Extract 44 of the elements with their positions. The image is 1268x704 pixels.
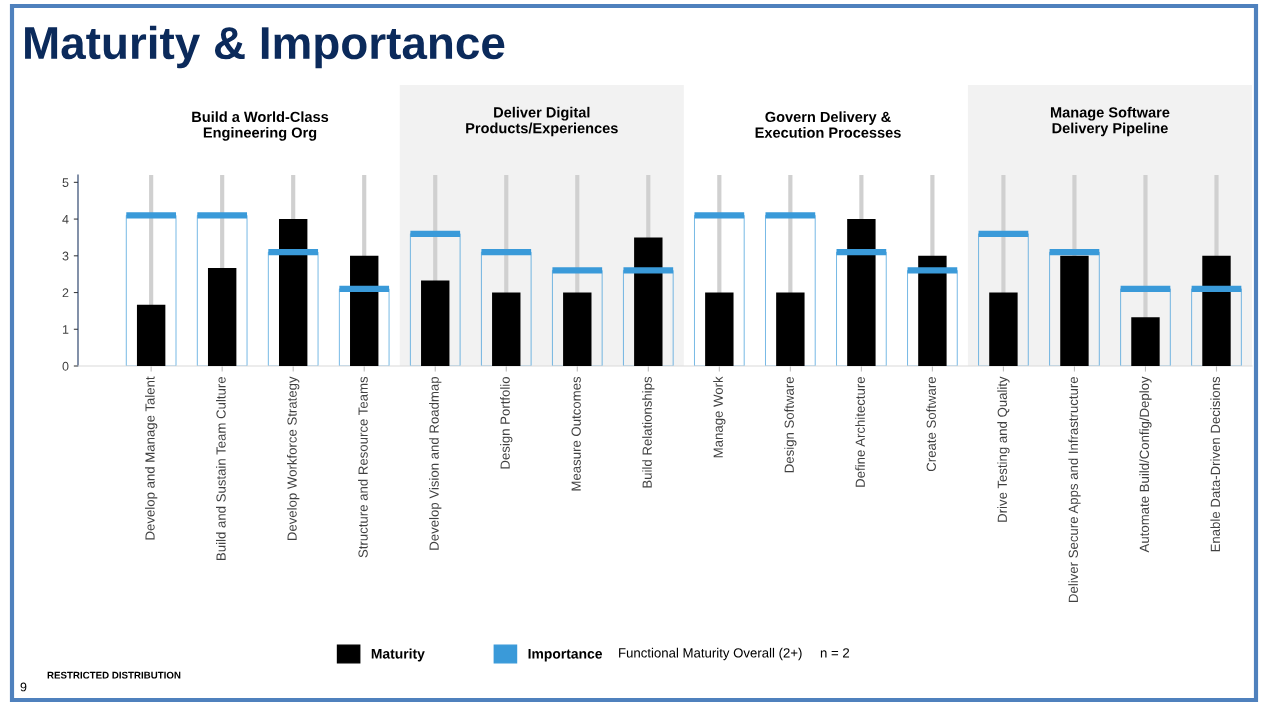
x-tick-label: Structure and Resource Teams [358,376,368,558]
x-tick-label: Design Portfolio [500,376,513,469]
text: RESTRICTED DISTRIBUTION [47,671,181,679]
text: Functional Maturity Overall (2+) [619,647,802,661]
bar [776,292,805,366]
bar [1131,317,1160,366]
y-tick-label: 0 [62,361,69,371]
bar [481,251,532,366]
x-tick-label: Automate Build/Config/Deploy [1139,376,1152,553]
y-tick-label: 2 [62,288,69,298]
x-tick-label: Develop and Manage Talent [145,376,158,540]
x-tick-label: Build Relationships [642,376,655,488]
x-tick-label: Build and Sustain Team Culture [216,376,226,560]
y-tick-label: 5 [62,178,69,187]
legend-label: Maturity [371,648,425,662]
x-tick-label: Measure Outcomes [571,376,581,491]
bar [136,304,166,366]
text: Govern Delivery & Execution Processes [755,111,901,138]
text: 9 [20,682,27,692]
x-tick-label: Design Software [784,377,797,473]
y-tick-label: 3 [62,251,69,261]
x-tick-label: Develop Workforce Strategy [287,376,300,541]
x-tick-label: Define Architecture [855,377,865,487]
bar [989,292,1018,366]
x-tick-label: Drive Testing and Quality [997,376,1010,522]
bar [492,292,521,366]
text: n = 2 [820,648,850,658]
y-tick-label: 4 [62,215,69,224]
band-label: Deliver Digital Products/Experiences [466,106,618,137]
band-label: Manage Software Delivery Pipeline [1050,106,1170,137]
bar [421,280,450,366]
x-tick-label: Deliver Secure Apps and Infrastructure [1068,376,1081,602]
bar [1049,251,1100,366]
x-tick-label: Enable Data-Driven Decisions [1210,376,1221,552]
chart-title: Maturity & Importance [25,25,505,69]
x-tick-label: Create Software [926,377,936,472]
x-tick-label: Develop Vision and Roadmap [429,376,442,550]
bar [563,292,592,366]
bar [705,292,734,366]
y-tick-label: 1 [62,325,69,334]
legend-label: Importance [528,648,603,662]
x-tick-label: Manage Work [713,376,726,458]
bar [207,267,237,366]
text: Build a World-Class Engineering Org [192,111,329,141]
